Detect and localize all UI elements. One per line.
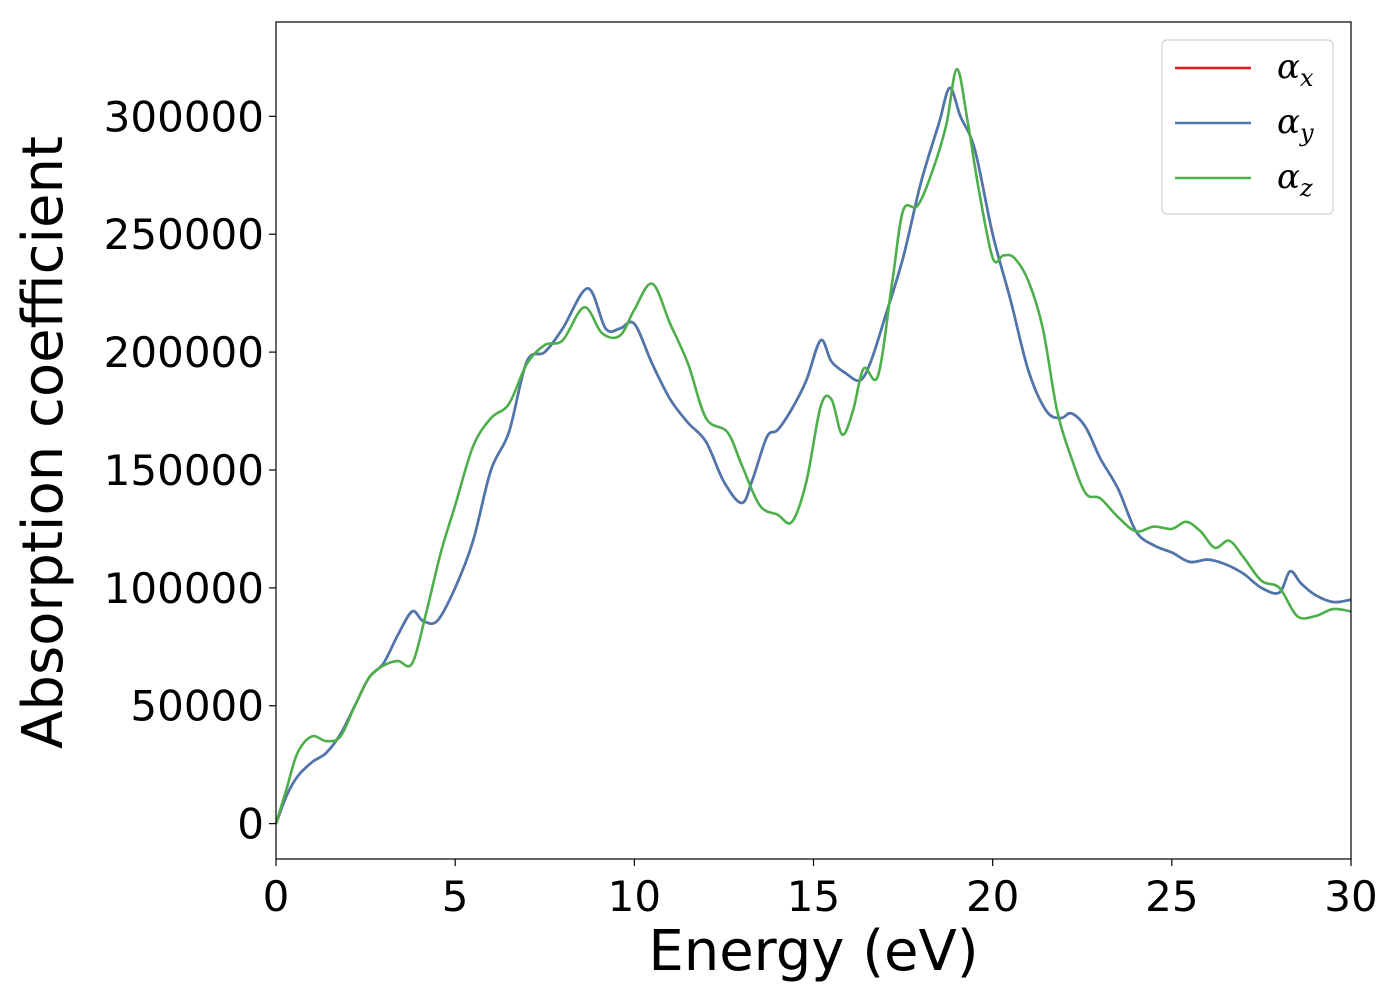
x-tick-label: 20 [966, 872, 1019, 921]
x-tick-label: 30 [1324, 872, 1377, 921]
x-tick-label: 0 [263, 872, 290, 921]
y-tick-label: 0 [237, 800, 264, 849]
y-tick-label: 50000 [130, 682, 264, 731]
x-tick-label: 15 [787, 872, 840, 921]
y-axis-label: Absorption coefficient [11, 136, 76, 749]
legend: αx αy αz [1161, 39, 1334, 215]
series-line-z [274, 67, 1352, 825]
y-tick-label: 250000 [104, 210, 264, 259]
x-tick-label: 25 [1145, 872, 1198, 921]
series-line-y [274, 86, 1352, 825]
x-axis: 0 5 10 15 20 25 30 [263, 859, 1378, 921]
y-tick-label: 100000 [104, 564, 264, 613]
plot-lines [274, 67, 1352, 825]
legend-label-z: αz [1277, 157, 1313, 202]
legend-box [1161, 39, 1334, 215]
y-tick-label: 150000 [104, 446, 264, 495]
x-tick-label: 5 [442, 872, 469, 921]
y-axis: 0 50000 100000 150000 200000 250000 300000 [104, 92, 276, 849]
legend-label-x: αx [1277, 47, 1314, 92]
y-tick-label: 300000 [104, 92, 264, 141]
legend-label-y: αy [1277, 102, 1314, 147]
x-axis-label: Energy (eV) [648, 919, 978, 984]
x-tick-label: 10 [608, 872, 661, 921]
y-tick-label: 200000 [104, 328, 264, 377]
